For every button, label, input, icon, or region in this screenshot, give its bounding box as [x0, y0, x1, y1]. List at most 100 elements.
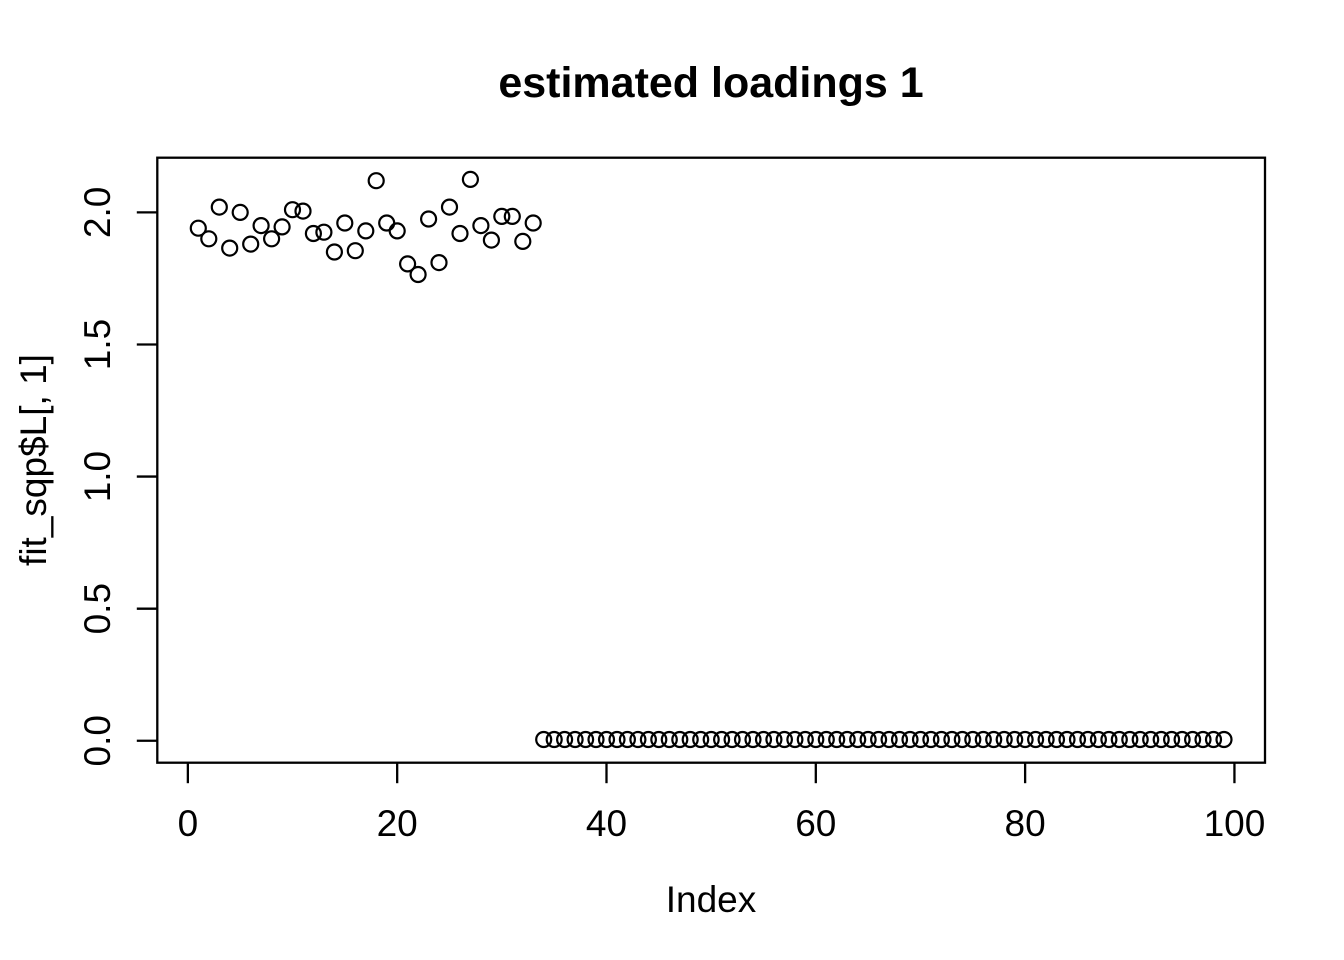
- x-tick-labels: 0 20 40 60 80 100: [178, 803, 1266, 844]
- x-tick-label: 20: [377, 803, 418, 844]
- data-point: [555, 730, 574, 749]
- data-point: [618, 730, 637, 749]
- data-point: [1100, 730, 1118, 749]
- data-point: [378, 214, 396, 232]
- data-point: [744, 730, 762, 749]
- data-point: [1183, 730, 1202, 749]
- data-point: [1047, 730, 1066, 749]
- x-tick-label: 40: [586, 803, 627, 844]
- data-point: [263, 230, 281, 248]
- y-tick-label: 0.0: [77, 715, 118, 766]
- data-point: [294, 202, 312, 220]
- data-point: [932, 730, 951, 749]
- data-point: [702, 730, 720, 749]
- data-point: [524, 214, 542, 232]
- data-point: [566, 730, 584, 749]
- data-point: [315, 223, 333, 241]
- data-point: [639, 730, 658, 749]
- data-point: [1006, 730, 1024, 749]
- data-point: [283, 201, 302, 219]
- data-point: [189, 219, 207, 237]
- x-tick-label: 100: [1204, 803, 1266, 844]
- data-point: [1142, 730, 1160, 749]
- data-point: [849, 730, 867, 749]
- data-point: [1173, 730, 1191, 749]
- data-point: [995, 730, 1013, 749]
- data-point: [796, 730, 814, 749]
- data-point: [869, 730, 888, 749]
- data-point: [692, 730, 710, 749]
- y-tick-label: 0.5: [77, 583, 118, 634]
- plot-box: [156, 156, 1267, 764]
- data-point: [514, 232, 532, 250]
- data-point: [231, 203, 249, 221]
- chart-title: estimated loadings 1: [498, 59, 923, 107]
- data-point: [210, 198, 228, 216]
- data-point: [1204, 730, 1223, 749]
- data-point: [252, 217, 270, 235]
- data-point: [1068, 730, 1087, 749]
- data-point: [1152, 730, 1170, 749]
- y-axis-label: fit_sqp$L[, 1]: [13, 354, 54, 566]
- data-point: [1194, 730, 1212, 749]
- data-point: [420, 210, 438, 228]
- data-point: [953, 730, 971, 749]
- data-point: [1037, 730, 1055, 749]
- data-point: [817, 730, 835, 749]
- data-point: [325, 243, 343, 261]
- data-point: [922, 730, 940, 749]
- y-tick-label: 2.0: [77, 187, 118, 238]
- data-point: [545, 730, 563, 749]
- data-point: [472, 217, 490, 235]
- data-point: [671, 730, 689, 749]
- data-point: [901, 730, 919, 749]
- data-point: [1110, 730, 1128, 749]
- data-point: [660, 730, 678, 749]
- data-point: [597, 730, 616, 749]
- data-point: [409, 265, 427, 284]
- x-axis-ticks: [186, 762, 1236, 784]
- data-point: [775, 730, 794, 749]
- data-point: [650, 730, 668, 749]
- data-point: [357, 222, 375, 240]
- data-point: [461, 170, 479, 188]
- y-tick-label: 1.0: [77, 451, 118, 502]
- data-point: [1162, 730, 1181, 749]
- data-point: [200, 230, 218, 248]
- data-point: [723, 730, 741, 749]
- data-point: [493, 207, 511, 225]
- data-point: [608, 730, 626, 749]
- y-axis-ticks: [136, 211, 158, 742]
- data-point: [681, 730, 699, 749]
- data-point: [273, 218, 291, 236]
- x-tick-label: 80: [1005, 803, 1046, 844]
- data-point: [399, 255, 417, 273]
- data-point: [1079, 730, 1097, 749]
- y-tick-labels: 0.0 0.5 1.0 1.5 2.0: [77, 187, 118, 767]
- data-point: [451, 224, 469, 243]
- data-point: [1215, 730, 1233, 749]
- data-point: [629, 730, 647, 749]
- data-point: [336, 214, 354, 232]
- data-point: [733, 730, 752, 749]
- data-point: [943, 730, 961, 749]
- data-point: [346, 242, 364, 260]
- data-point: [242, 235, 260, 253]
- data-point: [964, 730, 982, 749]
- data-point: [482, 231, 500, 249]
- data-point: [754, 730, 773, 749]
- data-point: [838, 730, 856, 749]
- data-point: [535, 730, 553, 749]
- data-point: [430, 254, 448, 272]
- data-point: [765, 730, 783, 749]
- data-point: [1121, 730, 1139, 749]
- data-point: [367, 172, 385, 190]
- x-axis-label: Index: [666, 879, 757, 920]
- data-point: [576, 730, 595, 749]
- data-point: [304, 224, 322, 243]
- data-point: [828, 730, 846, 749]
- data-point: [890, 730, 909, 749]
- data-point: [712, 730, 731, 749]
